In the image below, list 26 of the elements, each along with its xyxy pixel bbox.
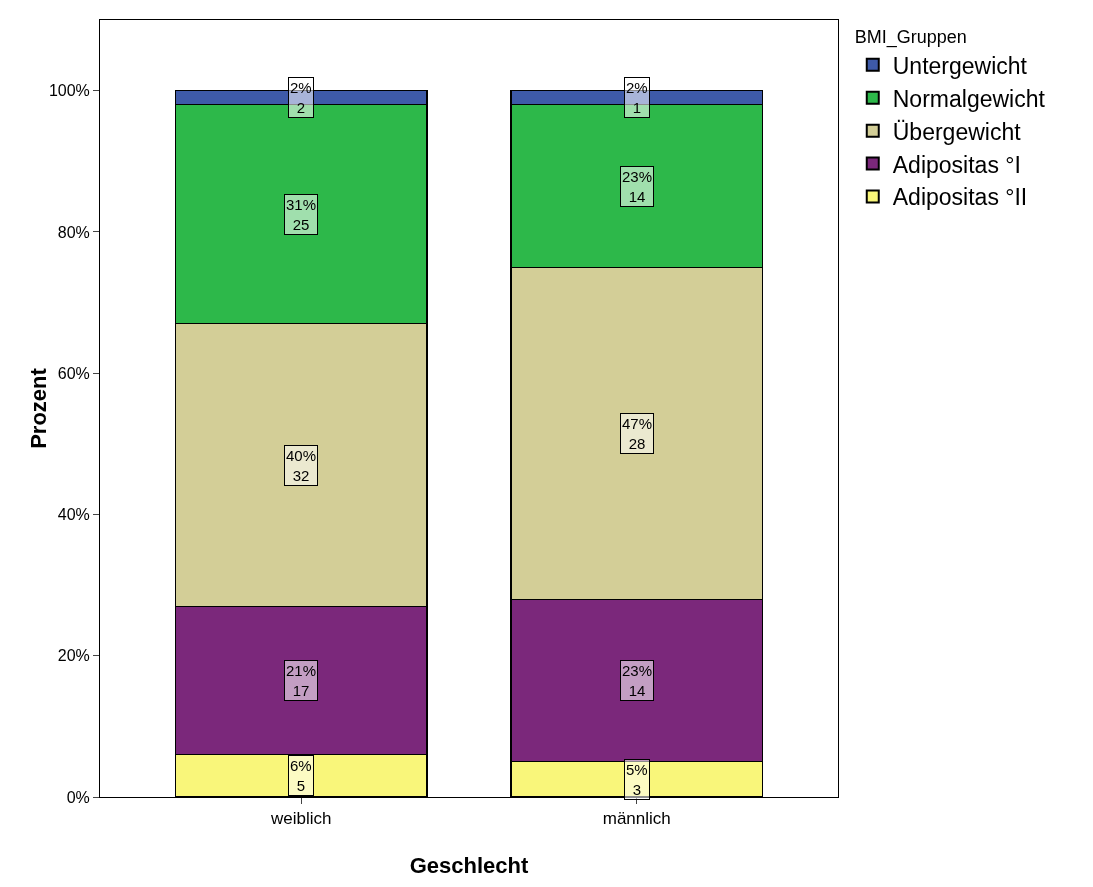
legend-label: Untergewicht	[892, 52, 1028, 79]
data-label: 6% 5	[290, 757, 312, 794]
data-label: 2% 1	[626, 79, 648, 116]
x-tick-label: männlich	[602, 809, 671, 829]
data-label: 2% 2	[290, 79, 312, 116]
data-label: 23% 14	[622, 662, 653, 699]
y-tick-label: 60%	[57, 364, 90, 382]
data-label: 31% 25	[286, 196, 317, 233]
y-tick-label: 100%	[48, 82, 90, 100]
legend-label: Übergewicht	[892, 118, 1022, 145]
y-tick-label: 0%	[66, 788, 90, 806]
legend-title: BMI_Gruppen	[854, 27, 967, 49]
y-tick-label: 40%	[57, 506, 90, 524]
y-axis-title: Prozent	[26, 367, 51, 449]
y-tick-label: 80%	[57, 223, 90, 241]
data-label: 47% 28	[622, 415, 653, 452]
legend-label: Adipositas °II	[892, 184, 1028, 211]
y-tick-label: 20%	[57, 647, 90, 665]
data-label: 23% 14	[622, 168, 653, 205]
legend-label: Normalgewicht	[892, 85, 1046, 112]
x-tick-label: weiblich	[270, 809, 332, 829]
data-label: 40% 32	[286, 447, 317, 484]
data-label: 21% 17	[286, 662, 317, 699]
x-axis-title: Geschlecht	[409, 853, 529, 878]
legend-label: Adipositas °I	[892, 151, 1021, 178]
data-label: 5% 3	[626, 761, 648, 798]
